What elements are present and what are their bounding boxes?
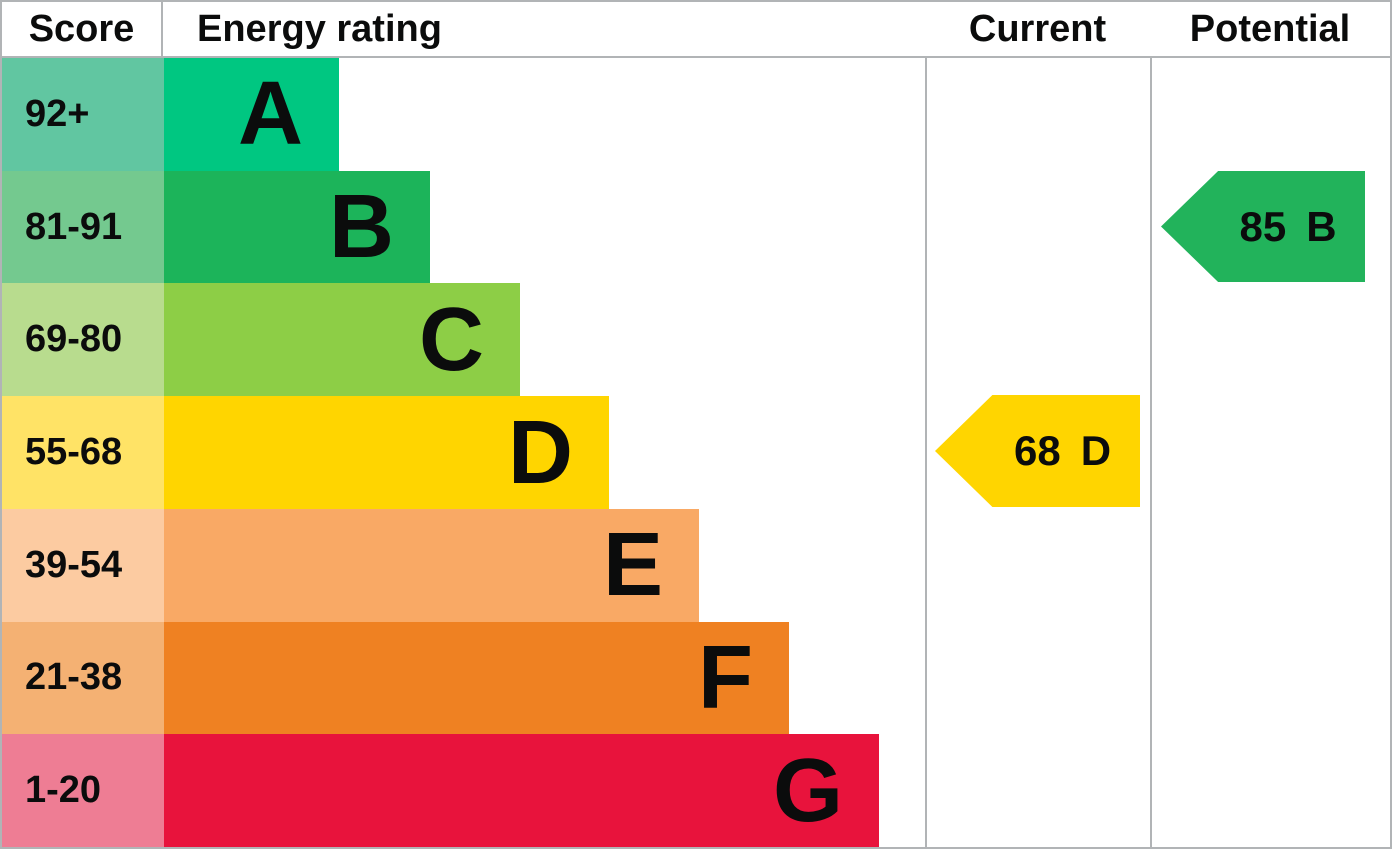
energy-band-letter: G [772, 740, 843, 841]
score-range-cell-a: 92+ [2, 58, 164, 171]
current-rating-letter: D [1080, 427, 1112, 474]
score-range-label: 81-91 [25, 205, 123, 248]
score-range-label: 39-54 [25, 543, 123, 586]
chart-header: Score Energy rating Current Potential [2, 2, 1390, 58]
band-row-d: 55-68 D [2, 396, 925, 509]
score-range-label: 92+ [25, 92, 90, 135]
current-rating-arrow: 68 D [935, 395, 1140, 507]
energy-band-letter: E [602, 515, 663, 616]
header-potential: Potential [1189, 7, 1351, 50]
energy-band-letter: C [419, 289, 484, 390]
potential-rating-arrow: 85 B [1161, 171, 1365, 282]
band-row-b: 81-91 B [2, 170, 925, 284]
energy-band-letter: D [508, 402, 573, 503]
potential-rating-letter: B [1306, 202, 1337, 250]
score-range-cell-d: 55-68 [2, 396, 164, 509]
score-range-label: 21-38 [25, 656, 123, 699]
score-range-cell-b: 81-91 [2, 170, 164, 284]
current-column-divider [925, 2, 927, 847]
energy-band-bar-b: B [164, 170, 430, 284]
score-range-cell-g: 1-20 [2, 734, 164, 847]
energy-band-letter: F [698, 627, 753, 728]
energy-band-bar-d: D [164, 396, 609, 509]
energy-band-bar-c: C [164, 283, 520, 397]
score-range-label: 55-68 [25, 431, 123, 474]
energy-band-letter: B [329, 177, 394, 278]
band-row-e: 39-54 E [2, 508, 925, 622]
score-range-label: 69-80 [25, 318, 123, 361]
score-range-cell-c: 69-80 [2, 283, 164, 397]
energy-band-bar-e: E [164, 508, 699, 622]
band-row-a: 92+ A [2, 58, 925, 171]
score-range-label: 1-20 [25, 769, 102, 812]
band-row-f: 21-38 F [2, 621, 925, 735]
band-row-c: 69-80 C [2, 283, 925, 397]
energy-band-bar-a: A [164, 58, 339, 171]
band-rows: 92+ A 81-91 B 69-80 C 55-68 [2, 58, 925, 847]
score-range-cell-f: 21-38 [2, 621, 164, 735]
potential-column-divider [1150, 2, 1152, 847]
header-score: Score [2, 2, 163, 56]
current-rating-value: 68 [1013, 427, 1061, 474]
energy-band-letter: A [238, 64, 303, 165]
energy-band-bar-f: F [164, 621, 789, 735]
header-energy-rating: Energy rating [197, 7, 442, 50]
band-row-g: 1-20 G [2, 734, 925, 847]
potential-rating-value: 85 [1239, 202, 1287, 250]
header-current: Current [968, 7, 1107, 50]
energy-band-bar-g: G [164, 734, 879, 847]
score-range-cell-e: 39-54 [2, 508, 164, 622]
